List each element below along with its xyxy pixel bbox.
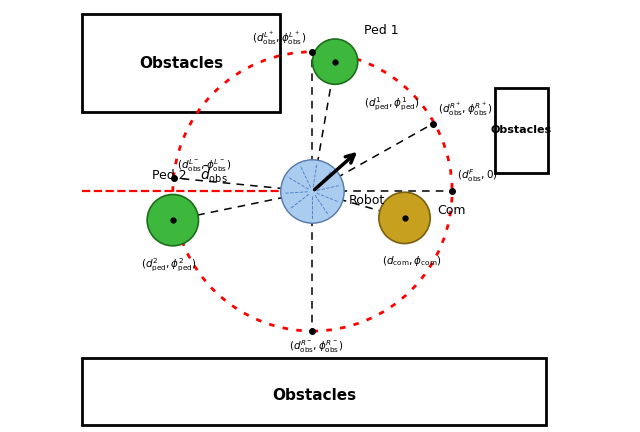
Circle shape bbox=[147, 194, 198, 246]
Text: $(d_{\rm ped}^{1}, \phi_{\rm ped}^{1})$: $(d_{\rm ped}^{1}, \phi_{\rm ped}^{1})$ bbox=[364, 95, 420, 113]
Text: Robot: Robot bbox=[349, 194, 385, 207]
Text: Ped 2: Ped 2 bbox=[152, 169, 186, 182]
Circle shape bbox=[312, 39, 358, 84]
Bar bbox=[495, 88, 548, 173]
Text: $(d_{\rm obs}^{F}, 0)$: $(d_{\rm obs}^{F}, 0)$ bbox=[458, 167, 498, 184]
Text: $(d_{\rm obs}^{L^-}, \phi_{\rm obs}^{L^-})$: $(d_{\rm obs}^{L^-}, \phi_{\rm obs}^{L^-… bbox=[177, 157, 232, 174]
Text: $(d_{\rm com}, \phi_{\rm com})$: $(d_{\rm com}, \phi_{\rm com})$ bbox=[382, 254, 442, 268]
Text: $(d_{\rm obs}^{R^+}, \phi_{\rm obs}^{R^+})$: $(d_{\rm obs}^{R^+}, \phi_{\rm obs}^{R^+… bbox=[438, 101, 493, 118]
Text: $(d_{\rm ped}^{2}, \phi_{\rm ped}^{2})$: $(d_{\rm ped}^{2}, \phi_{\rm ped}^{2})$ bbox=[141, 256, 197, 274]
Circle shape bbox=[281, 160, 344, 223]
Bar bbox=[83, 14, 280, 112]
Text: Com: Com bbox=[438, 204, 467, 217]
Text: Obstacles: Obstacles bbox=[139, 56, 223, 71]
Text: $(d_{\rm obs}^{L^+}, \phi_{\rm obs}^{L^+})$: $(d_{\rm obs}^{L^+}, \phi_{\rm obs}^{L^+… bbox=[252, 29, 307, 47]
Text: Obstacles: Obstacles bbox=[491, 124, 552, 135]
Bar bbox=[83, 358, 547, 426]
Text: Ped 1: Ped 1 bbox=[364, 25, 399, 38]
Text: Obstacles: Obstacles bbox=[272, 388, 356, 403]
Circle shape bbox=[379, 192, 430, 244]
Text: $(d_{\rm obs}^{R^-}, \phi_{\rm obs}^{R^-})$: $(d_{\rm obs}^{R^-}, \phi_{\rm obs}^{R^-… bbox=[289, 339, 343, 356]
Text: $\bar{d}_{\rm obs}$: $\bar{d}_{\rm obs}$ bbox=[200, 165, 228, 185]
